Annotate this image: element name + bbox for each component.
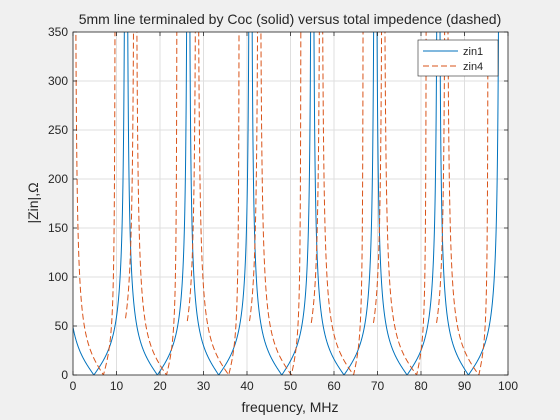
x-axis-label: frequency, MHz <box>242 399 339 415</box>
y-tick-label: 300 <box>48 74 68 88</box>
x-tick-label: 50 <box>284 379 298 393</box>
x-tick-label: 0 <box>70 379 77 393</box>
axis-ticks: 0 10 20 30 40 50 60 70 80 90 100 0 50 100 150 200 250 300… <box>48 25 518 393</box>
x-tick-label: 30 <box>197 379 211 393</box>
y-tick-label: 350 <box>48 25 68 39</box>
x-tick-label: 80 <box>414 379 428 393</box>
y-tick-label: 0 <box>61 368 68 382</box>
y-tick-label: 200 <box>48 172 68 186</box>
legend: zin1 zin4 <box>417 39 499 77</box>
x-tick-label: 60 <box>327 379 341 393</box>
y-tick-label: 150 <box>48 221 68 235</box>
legend-label-zin1: zin1 <box>463 46 483 58</box>
chart-title: 5mm line terminaled by Coc (solid) versu… <box>79 11 502 27</box>
x-tick-label: 20 <box>153 379 167 393</box>
x-tick-label: 10 <box>110 379 124 393</box>
x-tick-label: 40 <box>240 379 254 393</box>
x-tick-label: 90 <box>458 379 472 393</box>
y-tick-label: 100 <box>48 270 68 284</box>
x-tick-label: 70 <box>371 379 385 393</box>
legend-box <box>417 39 499 77</box>
legend-label-zin4: zin4 <box>463 61 483 73</box>
series-line-zin4 <box>75 32 489 375</box>
x-tick-label: 100 <box>498 379 518 393</box>
y-tick-label: 50 <box>55 319 69 333</box>
y-axis-label: |Zin|,Ω <box>25 182 41 223</box>
y-tick-label: 250 <box>48 123 68 137</box>
